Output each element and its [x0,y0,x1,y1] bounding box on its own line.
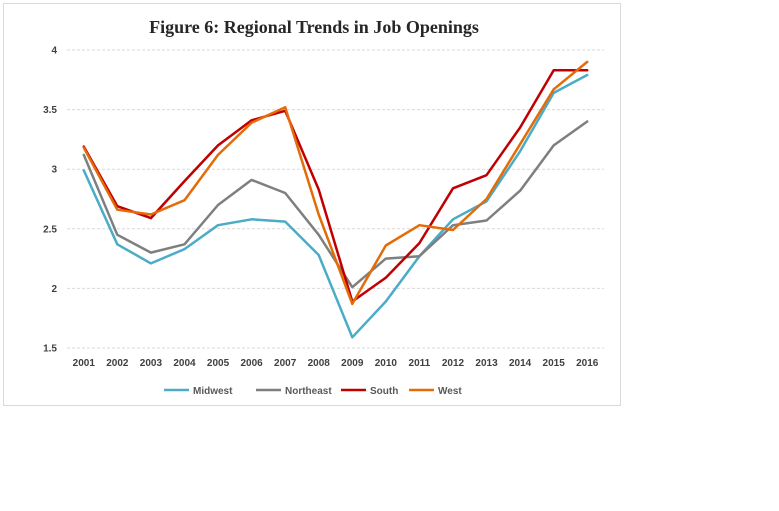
x-tick-label: 2016 [576,358,599,369]
legend-label: Midwest [193,386,233,397]
legend-label: West [438,386,462,397]
line-chart: Figure 6: Regional Trends in Job Opening… [43,17,604,397]
x-tick-label: 2015 [543,358,566,369]
x-tick-label: 2012 [442,358,465,369]
y-tick-label: 3 [51,165,57,176]
x-tick-label: 2006 [240,358,263,369]
chart-title: Figure 6: Regional Trends in Job Opening… [149,17,479,37]
x-tick-label: 2005 [207,358,230,369]
x-tick-label: 2001 [73,358,96,369]
legend-item-south: South [341,386,398,397]
x-tick-label: 2004 [173,358,196,369]
legend: Midwest Northeast South West [164,386,462,397]
series-lines [82,60,589,339]
legend-label: South [370,386,398,397]
y-axis-ticks: 1.5 2 2.5 3 3.5 4 [43,46,57,355]
legend-item-west: West [409,386,462,397]
legend-label: Northeast [285,386,332,397]
y-tick-label: 4 [51,46,57,57]
x-tick-label: 2002 [106,358,129,369]
legend-item-northeast: Northeast [256,386,332,397]
series-line-south [82,69,589,303]
x-axis-ticks: 2001 2002 2003 2004 2005 2006 2007 2008 2009 2010… [73,358,599,369]
x-tick-label: 2011 [409,358,431,369]
legend-item-midwest: Midwest [164,386,233,397]
y-tick-label: 1.5 [43,344,57,355]
series-line-midwest [82,73,589,339]
x-tick-label: 2010 [375,358,398,369]
y-tick-label: 2 [51,284,57,295]
x-tick-label: 2013 [475,358,498,369]
x-tick-label: 2009 [341,358,364,369]
chart-frame: Figure 6: Regional Trends in Job Opening… [3,3,621,406]
x-tick-label: 2008 [308,358,331,369]
x-tick-label: 2003 [140,358,163,369]
series-line-west [82,60,589,306]
y-tick-label: 3.5 [43,105,57,116]
gridlines [67,49,604,349]
x-tick-label: 2007 [274,358,297,369]
y-tick-label: 2.5 [43,224,57,235]
x-tick-label: 2014 [509,358,532,369]
